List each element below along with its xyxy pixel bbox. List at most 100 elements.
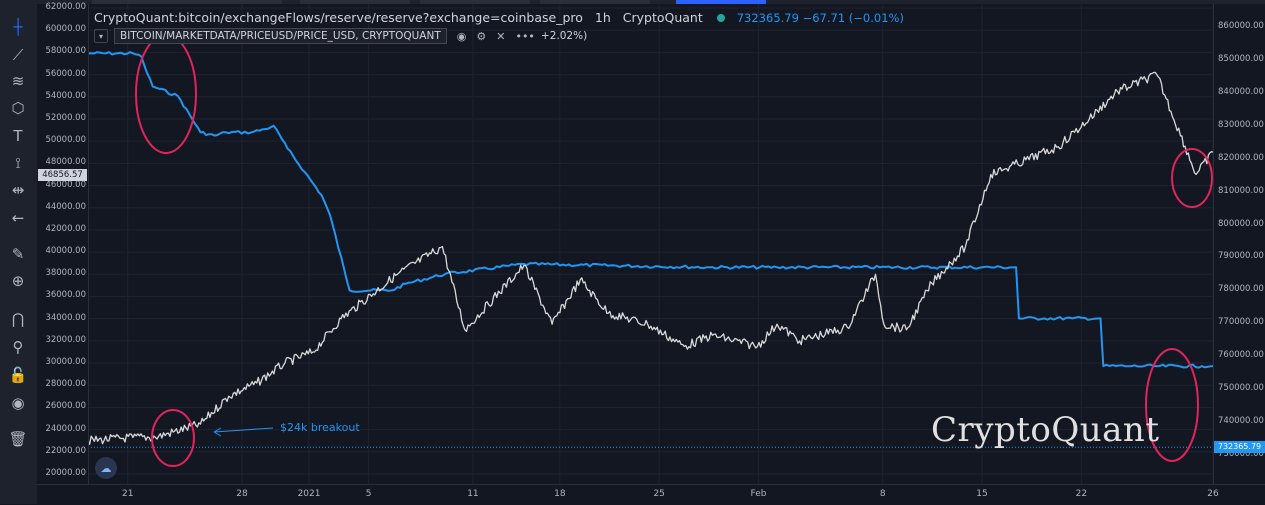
left-axis-tick: 40000.00	[45, 246, 86, 257]
chart-svg[interactable]: $24k breakout	[88, 4, 1213, 484]
time-axis-tick: 11	[467, 489, 479, 499]
time-axis-tick: Feb	[750, 489, 767, 499]
right-axis-tick: 770000.00	[1218, 317, 1264, 328]
left-axis-tick: 20000.00	[45, 468, 86, 478]
grid	[88, 4, 1213, 484]
pattern-icon[interactable]: ⟟	[15, 153, 21, 172]
left-axis-tick: 28000.00	[45, 379, 86, 390]
time-axis-tick: 18	[554, 489, 566, 499]
left-axis-tick: 62000.00	[45, 2, 86, 12]
source-label: CryptoQuant	[622, 10, 703, 25]
main-series-title[interactable]: CryptoQuant:bitcoin/exchangeFlows/reserv…	[94, 10, 583, 25]
top-tab[interactable]	[420, 0, 530, 4]
close-icon[interactable]: ✕	[496, 29, 506, 43]
magnet-icon[interactable]: ⋂	[11, 309, 25, 328]
eye-icon[interactable]: ◉	[11, 393, 25, 412]
annotation-arrowhead	[213, 427, 222, 437]
left-axis-tick: 34000.00	[45, 312, 86, 323]
highlight-ellipse[interactable]	[1171, 148, 1213, 208]
chart-logo-icon[interactable]: ☁	[95, 457, 117, 479]
interval-label: 1h	[594, 10, 611, 25]
chevron-down-icon[interactable]: ▾	[94, 29, 108, 43]
gear-icon[interactable]: ⚙	[476, 29, 487, 43]
lock-icon[interactable]: 🔓	[8, 365, 28, 384]
right-axis-tick: 730000.00	[1218, 449, 1264, 459]
trash-icon[interactable]: 🗑	[8, 429, 28, 448]
left-axis-tick: 30000.00	[45, 357, 86, 368]
left-axis-tick: 24000.00	[45, 423, 86, 434]
left-axis-tick: 26000.00	[45, 401, 86, 412]
left-axis-tick: 58000.00	[45, 46, 86, 57]
left-axis-tick: 32000.00	[45, 334, 86, 345]
time-axis-tick: 26	[1207, 489, 1219, 499]
right-axis-tick: 830000.00	[1218, 119, 1264, 130]
measure-icon[interactable]: ⇹	[11, 180, 25, 199]
time-axis-tick: 8	[879, 489, 886, 499]
highlight-ellipse[interactable]	[1145, 348, 1199, 462]
reserve-series-line	[88, 51, 1213, 369]
left-axis-tick: 42000.00	[45, 223, 86, 234]
right-axis-tick: 820000.00	[1218, 152, 1264, 163]
left-price-axis[interactable]	[37, 4, 89, 484]
trendline-icon[interactable]: ⟋	[12, 45, 24, 64]
cryptoquant-watermark: CryptoQuant	[931, 410, 1160, 450]
market-status-icon	[716, 14, 725, 22]
time-axis-tick: 2021	[297, 489, 321, 499]
right-axis-tick: 780000.00	[1218, 284, 1264, 295]
top-tab[interactable]	[300, 0, 410, 4]
time-axis-tick: 15	[976, 489, 988, 499]
right-axis-tick: 790000.00	[1218, 251, 1264, 262]
left-axis-tick: 38000.00	[45, 268, 86, 279]
fib-icon[interactable]: ≋	[11, 71, 25, 90]
right-price-axis[interactable]	[1213, 4, 1265, 484]
top-tab[interactable]	[540, 0, 650, 4]
time-axis-tick: 25	[653, 489, 665, 499]
left-axis-tick: 56000.00	[45, 68, 86, 79]
annotation-text[interactable]: $24k breakout	[280, 421, 360, 434]
left-axis-tick: 60000.00	[45, 24, 86, 35]
left-axis-tick: 22000.00	[45, 445, 86, 456]
right-axis-tick: 810000.00	[1218, 185, 1264, 196]
overlay-series-change: +2.02%)	[540, 30, 588, 42]
top-tab-strip	[0, 0, 1265, 4]
time-axis[interactable]	[37, 484, 1265, 505]
main-series-values: 732365.79 −67.71 (−0.01%)	[736, 11, 904, 25]
back-arrow-icon[interactable]: ←	[11, 208, 25, 227]
time-axis-tick: 28	[236, 489, 248, 499]
overlay-series-legend[interactable]: ▾ BITCOIN/MARKETDATA/PRICEUSD/PRICE_USD,…	[94, 28, 587, 44]
left-axis-tick: 48000.00	[45, 157, 86, 168]
lock-drawing-icon[interactable]: ⚲	[12, 337, 24, 356]
overlay-series-symbol[interactable]: BITCOIN/MARKETDATA/PRICEUSD/PRICE_USD, C…	[114, 28, 447, 44]
time-axis-tick: 5	[365, 489, 372, 499]
left-axis-tick: 50000.00	[45, 135, 86, 146]
left-axis-tick: 46000.00	[45, 179, 86, 190]
time-axis-tick: 22	[1075, 489, 1088, 499]
top-tab[interactable]	[92, 0, 282, 4]
left-axis-tick: 36000.00	[45, 290, 86, 301]
right-axis-tick: 860000.00	[1218, 21, 1264, 31]
right-axis-tick: 750000.00	[1218, 383, 1264, 394]
more-icon[interactable]: •••	[515, 29, 535, 43]
drawing-toolbar: ┼ ⟋ ≋ ⬡ T ⟟ ⇹ ← ✎ ⊕ ⋂ ⚲ 🔓 ◉ 🗑	[0, 4, 38, 504]
right-axis-tick: 800000.00	[1218, 218, 1264, 229]
ruler-icon[interactable]: ✎	[11, 244, 25, 263]
price-series-line	[88, 71, 1213, 445]
left-axis-tick: 54000.00	[45, 90, 86, 101]
annotation-arrow[interactable]	[213, 427, 274, 433]
right-axis-tick: 760000.00	[1218, 350, 1264, 361]
right-axis-tick: 840000.00	[1218, 86, 1264, 97]
main-series-legend[interactable]: CryptoQuant:bitcoin/exchangeFlows/reserv…	[94, 10, 904, 25]
right-axis-current-label: 732365.79	[1214, 441, 1265, 454]
eye-icon[interactable]: ◉	[456, 29, 467, 43]
highlight-ellipse[interactable]	[151, 409, 195, 467]
left-axis-tick: 52000.00	[45, 112, 86, 123]
left-axis-current-label: 46856.57	[38, 169, 87, 181]
text-icon[interactable]: T	[13, 126, 23, 145]
chart-plot-area[interactable]: $24k breakout	[88, 4, 1213, 484]
zoom-icon[interactable]: ⊕	[11, 271, 25, 290]
top-tab-active[interactable]	[676, 0, 766, 4]
left-axis-tick: 44000.00	[45, 201, 86, 212]
crosshair-icon[interactable]: ┼	[13, 17, 23, 36]
shapes-icon[interactable]: ⬡	[11, 98, 25, 117]
right-axis-tick: 850000.00	[1218, 53, 1264, 64]
